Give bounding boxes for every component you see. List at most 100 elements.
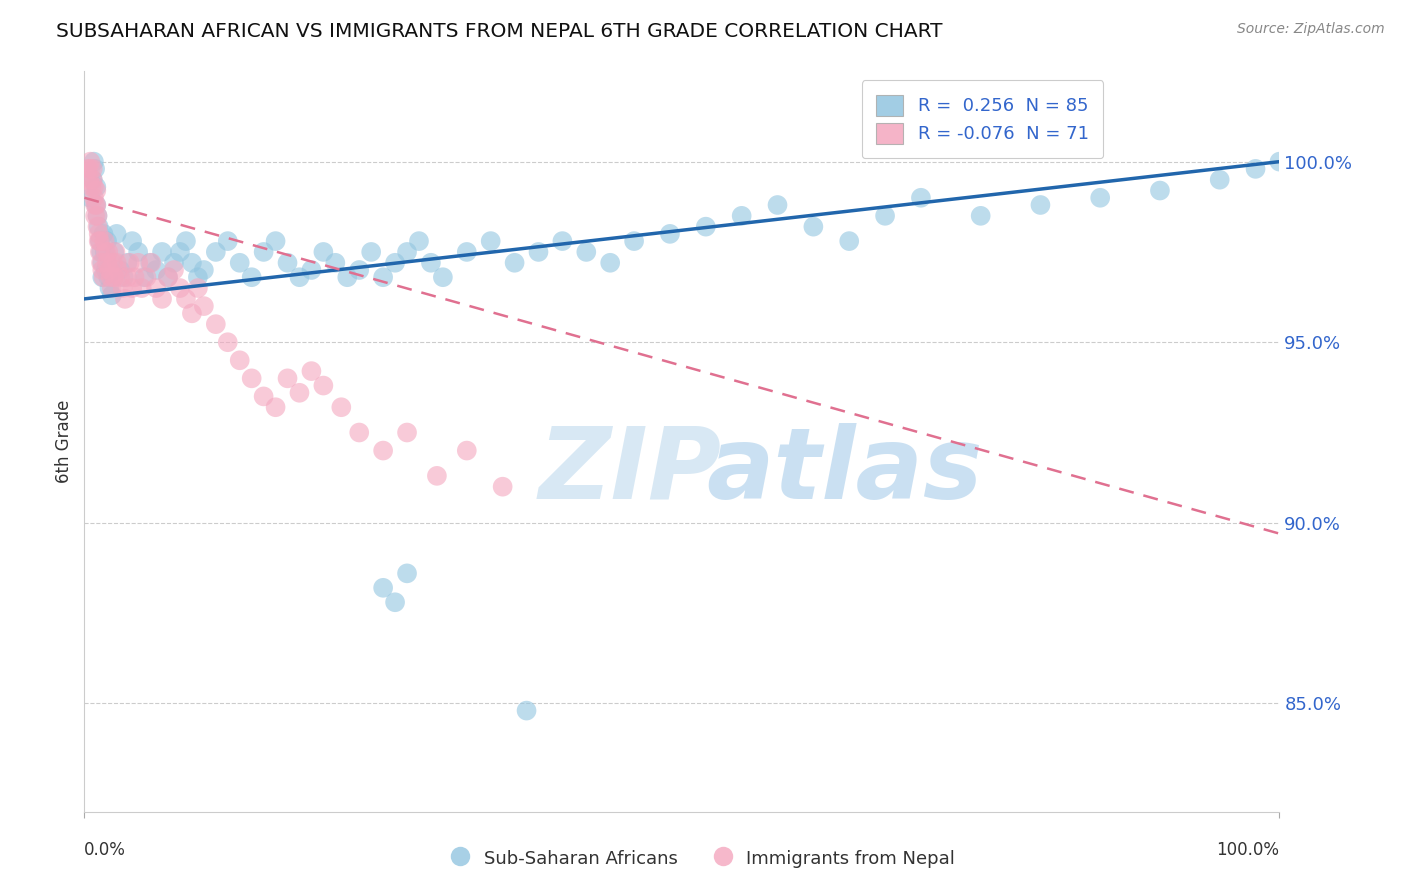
Point	[84, 198, 107, 212]
Point	[174, 292, 197, 306]
Point	[169, 244, 191, 259]
Point	[193, 263, 215, 277]
Point	[384, 595, 406, 609]
Point	[91, 256, 114, 270]
Point	[408, 234, 430, 248]
Point	[396, 244, 419, 259]
Point	[288, 385, 311, 400]
Point	[103, 270, 125, 285]
Text: Source: ZipAtlas.com: Source: ZipAtlas.com	[1237, 22, 1385, 37]
Point	[217, 335, 239, 350]
Point	[349, 263, 371, 277]
Point	[970, 209, 993, 223]
Point	[163, 263, 186, 277]
Point	[456, 244, 478, 259]
Point	[111, 281, 134, 295]
Point	[527, 244, 550, 259]
Point	[229, 256, 252, 270]
Point	[623, 234, 645, 248]
Point	[98, 281, 121, 295]
Point	[1268, 154, 1291, 169]
Point	[86, 198, 108, 212]
Point	[89, 244, 111, 259]
Point	[1209, 172, 1232, 186]
Point	[132, 270, 156, 285]
Text: SUBSAHARAN AFRICAN VS IMMIGRANTS FROM NEPAL 6TH GRADE CORRELATION CHART: SUBSAHARAN AFRICAN VS IMMIGRANTS FROM NE…	[56, 22, 943, 41]
Point	[145, 281, 167, 295]
Point	[83, 191, 105, 205]
Point	[349, 425, 371, 440]
Y-axis label: 6th Grade: 6th Grade	[55, 400, 73, 483]
Point	[117, 256, 139, 270]
Point	[112, 270, 135, 285]
Point	[396, 425, 419, 440]
Point	[100, 263, 122, 277]
Point	[336, 270, 359, 285]
Point	[118, 256, 141, 270]
Point	[84, 209, 107, 223]
Point	[82, 172, 104, 186]
Point	[89, 234, 111, 248]
Point	[426, 468, 449, 483]
Point	[103, 244, 125, 259]
Point	[181, 306, 204, 320]
Point	[253, 389, 276, 403]
Point	[93, 234, 115, 248]
Point	[187, 270, 209, 285]
Point	[456, 443, 478, 458]
Point	[97, 270, 120, 285]
Point	[264, 234, 287, 248]
Point	[97, 244, 120, 259]
Point	[86, 180, 108, 194]
Point	[373, 270, 395, 285]
Point	[551, 234, 574, 248]
Legend: Sub-Saharan Africans, Immigrants from Nepal: Sub-Saharan Africans, Immigrants from Ne…	[441, 838, 965, 879]
Text: ZIP: ZIP	[538, 423, 721, 520]
Point	[420, 256, 443, 270]
Point	[94, 263, 117, 277]
Point	[96, 234, 118, 248]
Point	[838, 234, 860, 248]
Point	[79, 191, 101, 205]
Point	[114, 292, 136, 306]
Point	[803, 219, 825, 234]
Text: 0.0%: 0.0%	[84, 841, 127, 859]
Point	[1149, 184, 1171, 198]
Point	[253, 244, 276, 259]
Point	[163, 256, 186, 270]
Point	[96, 256, 118, 270]
Point	[127, 244, 149, 259]
Point	[139, 256, 162, 270]
Point	[599, 256, 621, 270]
Point	[86, 209, 108, 223]
Point	[384, 256, 406, 270]
Point	[87, 227, 110, 241]
Point	[205, 317, 228, 331]
Point	[121, 234, 143, 248]
Point	[503, 256, 526, 270]
Point	[135, 270, 157, 285]
Point	[91, 263, 114, 277]
Point	[82, 161, 104, 176]
Point	[396, 566, 419, 581]
Point	[90, 256, 112, 270]
Text: atlas: atlas	[706, 423, 983, 520]
Point	[330, 401, 353, 415]
Point	[312, 244, 335, 259]
Point	[277, 256, 299, 270]
Point	[104, 244, 127, 259]
Point	[90, 244, 112, 259]
Point	[169, 281, 191, 295]
Point	[157, 270, 180, 285]
Legend: R =  0.256  N = 85, R = -0.076  N = 71: R = 0.256 N = 85, R = -0.076 N = 71	[862, 80, 1104, 158]
Point	[117, 270, 139, 285]
Point	[157, 270, 180, 285]
Point	[187, 281, 209, 295]
Point	[101, 288, 124, 302]
Point	[89, 234, 111, 248]
Point	[288, 270, 311, 285]
Point	[360, 244, 382, 259]
Point	[101, 281, 124, 295]
Point	[373, 443, 395, 458]
Point	[87, 219, 110, 234]
